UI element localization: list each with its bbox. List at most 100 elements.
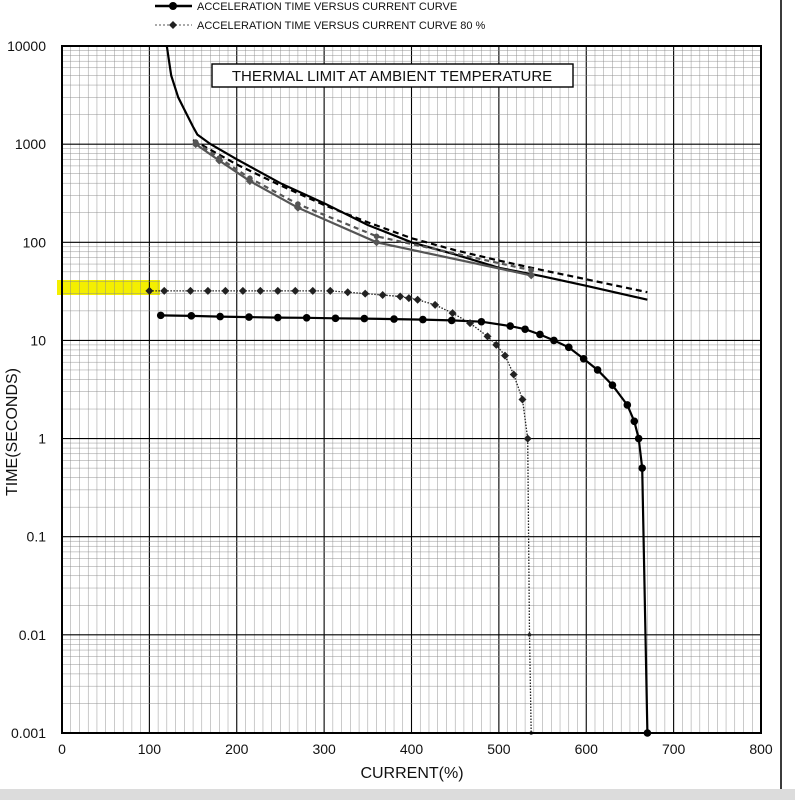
data-point <box>378 291 387 300</box>
right-edge-divider <box>780 0 782 789</box>
grid-layer <box>62 46 761 733</box>
x-tick-label: 700 <box>662 741 686 757</box>
annotation-text: THERMAL LIMIT AT AMBIENT TEMPERATURE <box>232 68 552 85</box>
legend-marker-series-1 <box>169 2 177 10</box>
legend-label-series-2: ACCELERATION TIME VERSUS CURRENT CURVE 8… <box>197 20 486 32</box>
x-tick-label: 800 <box>749 741 773 757</box>
data-point <box>160 286 169 295</box>
data-point <box>466 319 475 328</box>
series-line <box>160 314 649 734</box>
x-tick-label: 500 <box>487 741 511 757</box>
data-point <box>302 314 311 322</box>
data-point <box>477 317 486 326</box>
x-tick-label: 100 <box>138 741 162 757</box>
data-point <box>238 286 247 295</box>
data-point <box>256 286 265 295</box>
data-point <box>192 139 199 145</box>
data-point <box>536 330 544 339</box>
data-point <box>638 464 646 472</box>
y-tick-label: 10 <box>30 332 46 348</box>
data-point <box>156 311 165 320</box>
highlight-bar <box>57 280 160 295</box>
annotation-box: THERMAL LIMIT AT AMBIENT TEMPERATURE <box>211 63 574 88</box>
data-point <box>564 343 573 352</box>
data-point <box>630 417 639 426</box>
data-point <box>373 233 380 240</box>
data-point <box>326 286 335 295</box>
bottom-bar <box>0 789 795 800</box>
x-axis-label: CURRENT(%) <box>360 765 463 782</box>
data-point <box>506 322 515 330</box>
data-point <box>291 286 300 295</box>
data-point <box>295 201 301 207</box>
data-point <box>390 315 398 323</box>
y-tick-label: 0.001 <box>11 725 46 741</box>
data-point <box>216 155 223 161</box>
data-point <box>247 175 253 181</box>
data-point <box>623 401 632 409</box>
annotation-frame <box>211 63 574 88</box>
data-point <box>308 286 317 295</box>
data-point <box>550 336 558 345</box>
series-layer <box>145 45 652 737</box>
data-point <box>419 315 427 324</box>
data-point <box>518 395 527 404</box>
y-tick-label: 0.1 <box>27 529 47 545</box>
data-point <box>509 370 518 379</box>
data-point <box>274 313 282 322</box>
series-line <box>192 139 648 294</box>
series-line <box>195 141 532 272</box>
data-point <box>492 340 501 349</box>
data-point <box>500 351 509 360</box>
data-point <box>331 314 340 323</box>
data-point <box>608 381 617 389</box>
data-point <box>396 292 405 301</box>
x-tick-label: 600 <box>575 741 599 757</box>
data-point <box>245 313 253 321</box>
series-line <box>149 290 532 734</box>
x-tick-label: 400 <box>400 741 424 757</box>
data-point <box>187 312 196 320</box>
legend-label-series-1: ACCELERATION TIME VERSUS CURRENT CURVE <box>197 1 457 13</box>
data-point <box>343 288 352 297</box>
data-point <box>186 286 195 295</box>
data-point <box>413 295 422 304</box>
y-axis-label: TIME(SECONDS) <box>4 368 21 496</box>
data-point <box>216 312 224 321</box>
x-tick-label: 200 <box>225 741 249 757</box>
y-tick-label: 1000 <box>15 136 46 152</box>
data-point <box>203 286 212 295</box>
y-tick-label: 10000 <box>7 38 46 54</box>
data-point <box>527 271 536 280</box>
data-point <box>404 294 413 303</box>
legend: ACCELERATION TIME VERSUS CURRENT CURVE A… <box>155 1 486 32</box>
y-tick-label: 100 <box>23 234 47 250</box>
legend-marker-series-2 <box>169 21 177 29</box>
data-point <box>448 309 457 318</box>
data-point <box>360 314 369 323</box>
data-point <box>527 633 532 637</box>
y-tick-label: 0.01 <box>19 627 46 643</box>
y-tick-label: 1 <box>38 431 46 447</box>
data-point <box>361 289 370 298</box>
data-point <box>528 267 535 273</box>
data-point <box>593 366 602 374</box>
data-point <box>273 286 282 295</box>
data-point <box>431 300 440 309</box>
x-tick-label: 0 <box>58 741 66 757</box>
tick-layer: 0 100 200 300 400 500 600 700 800 10000 1000 100 10 1… <box>7 38 773 757</box>
data-point <box>521 325 529 334</box>
x-tick-label: 300 <box>312 741 336 757</box>
data-point <box>483 332 492 341</box>
data-point <box>579 354 588 363</box>
data-point <box>523 434 532 443</box>
data-point <box>447 316 456 325</box>
data-point <box>221 286 230 295</box>
data-point <box>372 238 381 247</box>
plot-frame <box>61 45 762 734</box>
data-point <box>634 434 643 443</box>
series-line <box>195 143 532 277</box>
data-point <box>145 286 154 295</box>
